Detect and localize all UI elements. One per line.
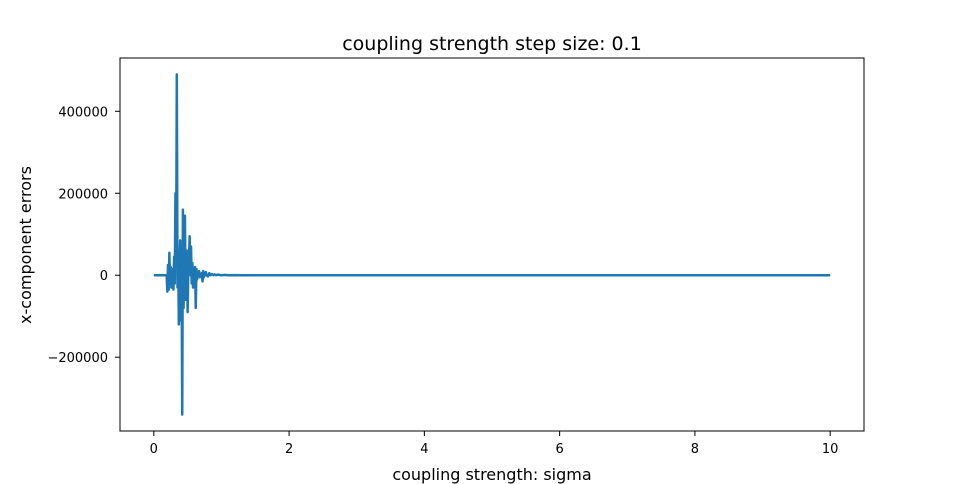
y-tick-label: 200000 — [58, 187, 108, 202]
x-axis-label: coupling strength: sigma — [392, 465, 591, 484]
x-tick-label: 2 — [285, 442, 293, 457]
series-layer — [153, 73, 831, 416]
y-axis-label: x-component errors — [16, 166, 35, 324]
x-tick-label: 8 — [691, 442, 699, 457]
y-tick-label: 400000 — [58, 105, 108, 120]
series-line-0 — [153, 73, 831, 416]
y-tick-label: −200000 — [47, 351, 108, 366]
x-axis: 0 2 4 6 8 10 — [150, 431, 839, 457]
x-tick-label: 6 — [555, 442, 563, 457]
chart-title: coupling strength step size: 0.1 — [342, 33, 642, 55]
y-axis: −200000 0 200000 400000 — [47, 105, 120, 366]
x-tick-label: 4 — [420, 442, 428, 457]
plot-frame — [119, 57, 865, 432]
x-tick-label: 0 — [150, 442, 158, 457]
x-tick-label: 10 — [822, 442, 839, 457]
y-tick-label: 0 — [100, 269, 108, 284]
